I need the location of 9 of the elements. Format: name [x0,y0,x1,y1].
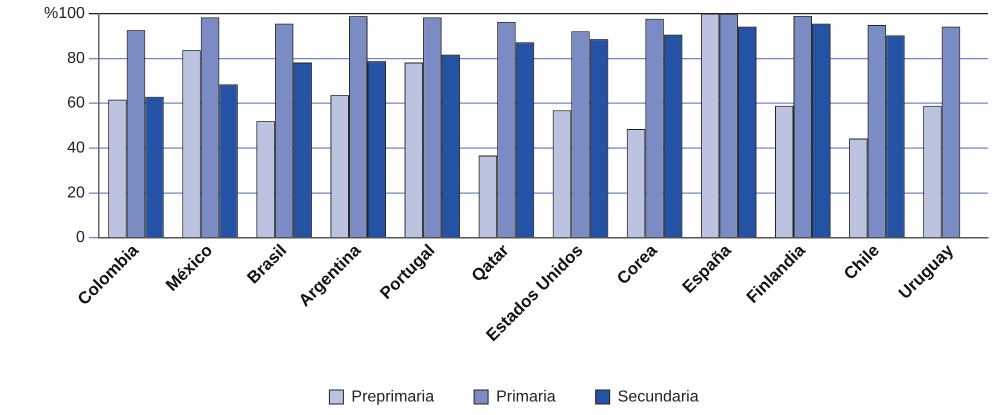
y-tick-label: 80 [67,50,86,67]
y-tick-label: 40 [67,139,86,156]
legend-label: Primaria [496,388,556,406]
legend-label: Preprimaria [351,388,434,406]
y-tick-label: 20 [67,184,86,202]
legend-label: Secundaria [618,388,699,406]
y-tick-label: %100 [44,5,86,22]
y-tick-label: 60 [67,94,86,112]
y-tick-label: 0 [76,229,86,246]
